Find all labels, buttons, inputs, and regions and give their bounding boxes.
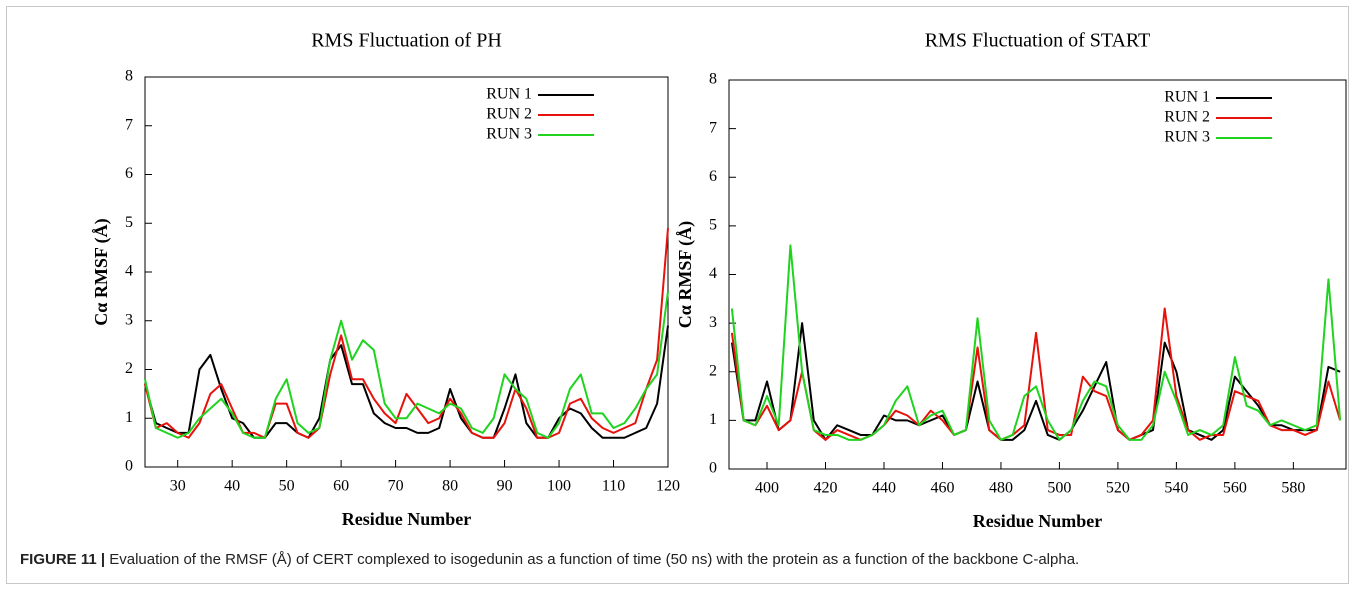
y-tick-label: 7	[709, 119, 717, 136]
x-tick-label: 100	[547, 478, 571, 495]
series-line	[144, 291, 669, 439]
y-tick-label: 3	[709, 314, 717, 331]
y-tick-label: 5	[125, 214, 133, 231]
x-axis-label: Residue Number	[342, 509, 472, 529]
x-tick-label: 440	[872, 480, 896, 497]
chart-title: RMS Fluctuation of PH	[311, 30, 502, 52]
x-axis-label: Residue Number	[973, 511, 1103, 531]
x-tick-label: 580	[1281, 480, 1305, 497]
x-tick-label: 460	[930, 480, 954, 497]
y-tick-label: 0	[709, 460, 717, 477]
y-axis-label: Cα RMSF (Å)	[91, 218, 112, 325]
y-tick-label: 4	[125, 263, 133, 280]
legend-label: RUN 3	[1164, 129, 1210, 146]
legend-label: RUN 2	[486, 106, 532, 123]
x-tick-label: 40	[224, 478, 240, 495]
series-line	[730, 244, 1342, 441]
y-tick-label: 1	[709, 411, 717, 428]
legend-label: RUN 1	[486, 86, 532, 103]
y-tick-label: 6	[709, 168, 717, 185]
x-tick-label: 400	[755, 480, 779, 497]
y-tick-label: 5	[709, 217, 717, 234]
x-tick-label: 50	[279, 478, 295, 495]
y-tick-label: 4	[709, 265, 717, 282]
x-tick-label: 90	[497, 478, 513, 495]
y-tick-label: 8	[125, 68, 133, 85]
legend-label: RUN 3	[486, 126, 532, 143]
series-line	[730, 307, 1342, 441]
y-tick-label: 6	[125, 165, 133, 182]
x-tick-label: 80	[442, 478, 458, 495]
x-tick-label: 480	[989, 480, 1013, 497]
y-axis-label: Cα RMSF (Å)	[675, 221, 696, 328]
series-line	[730, 322, 1341, 441]
series-line	[144, 228, 669, 439]
legend-label: RUN 2	[1164, 109, 1210, 126]
chart-title: RMS Fluctuation of START	[925, 30, 1151, 52]
x-tick-label: 110	[602, 478, 625, 495]
y-tick-label: 2	[709, 362, 717, 379]
y-tick-label: 7	[125, 116, 133, 133]
x-tick-label: 560	[1223, 480, 1247, 497]
x-tick-label: 60	[333, 478, 349, 495]
y-tick-label: 1	[125, 409, 133, 426]
y-tick-label: 3	[125, 311, 133, 328]
caption-text: Evaluation of the RMSF (Å) of CERT compl…	[109, 551, 1080, 568]
series-line	[144, 325, 669, 439]
charts: RMS Fluctuation of PH Residue Number Cα RM…	[91, 30, 1347, 531]
x-tick-label: 30	[170, 478, 186, 495]
y-tick-label: 0	[125, 458, 133, 475]
x-tick-label: 500	[1047, 480, 1071, 497]
y-tick-label: 8	[709, 71, 717, 88]
figure-frame	[6, 6, 1349, 584]
x-tick-label: 420	[813, 480, 837, 497]
y-tick-label: 2	[125, 360, 133, 377]
legend-label: RUN 1	[1164, 89, 1210, 106]
x-tick-label: 70	[388, 478, 404, 495]
x-tick-label: 120	[656, 478, 680, 495]
caption-label: FIGURE 11 |	[20, 551, 106, 568]
x-tick-label: 540	[1164, 480, 1188, 497]
x-tick-label: 520	[1106, 480, 1130, 497]
caption: FIGURE 11 | Evaluation of the RMSF (Å) o…	[20, 551, 1340, 568]
